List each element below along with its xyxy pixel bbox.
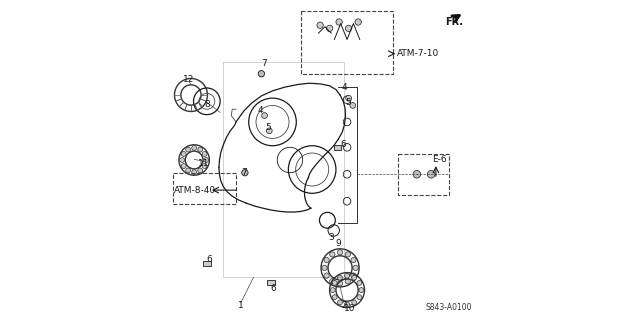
Polygon shape — [267, 280, 275, 285]
Circle shape — [333, 295, 337, 300]
Text: 7: 7 — [262, 59, 268, 68]
Circle shape — [345, 252, 350, 257]
Circle shape — [317, 22, 323, 28]
Circle shape — [350, 103, 355, 108]
Circle shape — [359, 288, 364, 292]
Circle shape — [192, 146, 197, 150]
Text: 7: 7 — [241, 168, 247, 177]
Circle shape — [355, 19, 361, 25]
Circle shape — [351, 257, 356, 263]
Text: ATM-8-40: ATM-8-40 — [174, 186, 217, 195]
Circle shape — [352, 300, 357, 305]
Circle shape — [266, 128, 272, 134]
Text: 1: 1 — [238, 301, 244, 310]
Text: 5: 5 — [266, 123, 271, 132]
Text: S843-A0100: S843-A0100 — [426, 303, 473, 312]
Circle shape — [186, 168, 190, 173]
Circle shape — [338, 250, 343, 255]
Text: 8: 8 — [204, 100, 210, 109]
Circle shape — [329, 279, 335, 284]
Circle shape — [182, 164, 186, 168]
Circle shape — [345, 273, 350, 278]
Circle shape — [413, 171, 420, 178]
Circle shape — [333, 281, 337, 285]
Text: 10: 10 — [344, 304, 355, 313]
Circle shape — [336, 19, 342, 25]
Circle shape — [338, 300, 342, 305]
Circle shape — [202, 152, 207, 156]
Circle shape — [197, 168, 203, 173]
Circle shape — [331, 288, 335, 292]
Circle shape — [352, 275, 357, 280]
Polygon shape — [334, 145, 341, 150]
Circle shape — [326, 25, 333, 32]
Circle shape — [186, 147, 190, 152]
Circle shape — [324, 257, 329, 263]
Text: 6: 6 — [206, 255, 212, 264]
Circle shape — [197, 147, 203, 152]
Circle shape — [241, 170, 248, 176]
Circle shape — [258, 70, 264, 77]
Text: E-6: E-6 — [432, 156, 447, 164]
Text: 6: 6 — [340, 140, 346, 148]
Circle shape — [346, 95, 352, 101]
Text: 2: 2 — [341, 301, 347, 310]
Circle shape — [182, 152, 186, 156]
Text: 3: 3 — [328, 233, 334, 242]
Circle shape — [345, 302, 350, 307]
Text: ATM-7-10: ATM-7-10 — [397, 49, 440, 58]
Text: 5: 5 — [346, 98, 352, 107]
Circle shape — [357, 295, 362, 300]
Circle shape — [338, 275, 342, 280]
Circle shape — [345, 25, 352, 32]
Circle shape — [324, 273, 329, 278]
Text: 9: 9 — [335, 239, 341, 248]
Circle shape — [329, 252, 335, 257]
Circle shape — [322, 265, 327, 270]
Circle shape — [351, 273, 356, 278]
Text: 11: 11 — [198, 159, 210, 168]
Circle shape — [338, 281, 343, 286]
Circle shape — [192, 170, 197, 174]
Text: 12: 12 — [183, 75, 195, 84]
Circle shape — [262, 113, 268, 118]
Circle shape — [180, 157, 185, 163]
Polygon shape — [203, 260, 211, 266]
Text: 6: 6 — [271, 284, 276, 293]
Text: 4: 4 — [258, 106, 264, 115]
Circle shape — [357, 281, 362, 285]
Circle shape — [202, 164, 207, 168]
Text: 4: 4 — [341, 83, 347, 92]
Circle shape — [345, 279, 350, 284]
Circle shape — [204, 157, 208, 163]
Text: FR.: FR. — [445, 17, 463, 27]
Circle shape — [427, 171, 435, 178]
Circle shape — [353, 265, 358, 270]
